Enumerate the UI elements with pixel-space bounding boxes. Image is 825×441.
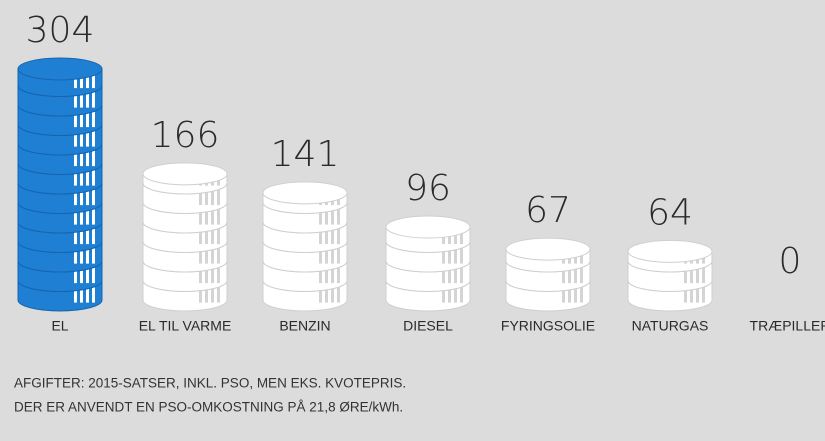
coin-stripe bbox=[92, 131, 95, 147]
coin-stripe bbox=[92, 112, 95, 128]
coin-stack bbox=[506, 238, 590, 311]
coin-stack bbox=[628, 240, 712, 311]
coin-stripe bbox=[217, 209, 220, 225]
value-label: 67 bbox=[525, 190, 571, 231]
coin-stripe bbox=[92, 287, 95, 303]
x-tick-label: TRÆPILLER bbox=[750, 318, 825, 334]
coin-stripe bbox=[92, 151, 95, 167]
coin-stripe bbox=[702, 268, 705, 284]
footnote: DER ER ANVENDT EN PSO-OMKOSTNING PÅ 21,8… bbox=[14, 400, 403, 415]
footnote: AFGIFTER: 2015-SATSER, INKL. PSO, MEN EK… bbox=[14, 376, 406, 391]
coin-top bbox=[18, 58, 102, 80]
coin-stripe bbox=[702, 287, 705, 303]
chart: AFGIFTER: 2015-SATSER, INKL. PSO, MEN EK… bbox=[0, 0, 825, 441]
coin-stripe bbox=[92, 248, 95, 264]
x-tick-label: BENZIN bbox=[279, 318, 330, 334]
coin-stripe bbox=[337, 209, 340, 225]
coin-stack bbox=[143, 163, 227, 311]
x-tick-label: DIESEL bbox=[403, 318, 453, 334]
coin-top bbox=[263, 182, 347, 204]
coin-stripe bbox=[92, 92, 95, 108]
x-tick-label: FYRINGSOLIE bbox=[501, 318, 595, 334]
x-tick-label: EL bbox=[51, 318, 68, 334]
coin-stripe bbox=[217, 268, 220, 284]
value-label: 0 bbox=[779, 241, 802, 282]
coin-top bbox=[628, 240, 712, 262]
coin-stripe bbox=[92, 76, 95, 89]
coin-stack bbox=[18, 58, 102, 311]
coin-stripe bbox=[92, 268, 95, 284]
coin-top bbox=[386, 216, 470, 238]
coin-stripe bbox=[217, 229, 220, 245]
coin-stripe bbox=[217, 287, 220, 303]
coin-stack bbox=[263, 182, 347, 311]
coin-stripe bbox=[580, 256, 583, 264]
coin-stripe bbox=[460, 268, 463, 284]
coin-stripe bbox=[92, 190, 95, 206]
value-label: 64 bbox=[647, 192, 693, 233]
coin-stripe bbox=[460, 287, 463, 303]
coin-stripe bbox=[92, 170, 95, 186]
coin-stripe bbox=[337, 248, 340, 264]
x-tick-label: NATURGAS bbox=[632, 318, 709, 334]
coin-top bbox=[143, 163, 227, 185]
value-label: 96 bbox=[405, 168, 451, 209]
coin-stack bbox=[386, 216, 470, 311]
coin-stripe bbox=[580, 287, 583, 303]
coin-stripe bbox=[92, 209, 95, 225]
coin-stripe bbox=[580, 268, 583, 284]
value-label: 141 bbox=[271, 134, 340, 175]
coin-stripe bbox=[217, 248, 220, 264]
value-label: 304 bbox=[26, 10, 95, 51]
coin-stripe bbox=[460, 234, 463, 244]
value-label: 166 bbox=[151, 115, 220, 156]
coin-stripe bbox=[460, 248, 463, 264]
coin-top bbox=[506, 238, 590, 260]
x-tick-label: EL TIL VARME bbox=[139, 318, 232, 334]
coin-stripe bbox=[337, 287, 340, 303]
coin-stripe bbox=[217, 190, 220, 206]
coin-stripe bbox=[92, 229, 95, 245]
coin-stripe bbox=[337, 229, 340, 245]
coin-stripe bbox=[337, 268, 340, 284]
